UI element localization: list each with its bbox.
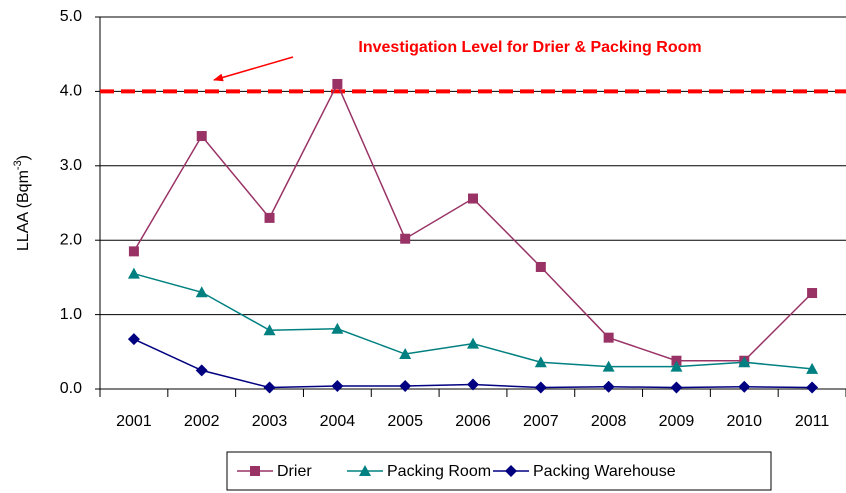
x-tick-label: 2005 <box>387 413 423 430</box>
y-axis-title-main: LLAA (Bqm <box>15 170 32 251</box>
data-point <box>399 348 412 360</box>
data-point <box>264 212 275 223</box>
y-axis-title-end: ) <box>15 155 32 160</box>
y-tick-label: 0.0 <box>60 380 82 397</box>
annotation-arrow <box>213 56 294 82</box>
data-point <box>468 193 478 204</box>
legend-label: Drier <box>277 463 312 480</box>
data-point <box>535 261 546 272</box>
data-point <box>332 78 343 89</box>
legend-marker <box>505 465 517 477</box>
y-tick-label: 2.0 <box>60 231 82 248</box>
data-point <box>738 380 751 393</box>
data-point <box>602 360 615 372</box>
x-tick-label: 2007 <box>523 413 559 430</box>
x-tick-label: 2001 <box>116 413 152 430</box>
data-point <box>603 332 614 343</box>
data-point <box>195 364 208 377</box>
y-axis-title-sup: -3 <box>12 160 24 170</box>
legend-label: Packing Room <box>387 463 491 480</box>
legend-marker <box>250 466 260 476</box>
data-point <box>806 362 819 374</box>
y-tick-label: 5.0 <box>60 8 82 25</box>
annotation: Investigation Level for Drier & Packing … <box>358 39 701 56</box>
data-point <box>195 286 208 298</box>
data-point <box>127 267 140 279</box>
data-point <box>331 380 344 393</box>
data-point <box>400 233 411 244</box>
y-tick-label: 4.0 <box>60 83 82 100</box>
data-point <box>602 380 615 393</box>
data-point <box>670 360 683 372</box>
legend-marker <box>359 465 371 476</box>
series-line <box>133 272 813 370</box>
data-point <box>331 322 344 334</box>
data-point <box>467 378 479 391</box>
data-point <box>534 381 547 394</box>
x-tick-label: 2006 <box>455 413 491 430</box>
legend-label: Packing Warehouse <box>533 463 676 480</box>
series-line <box>133 82 813 362</box>
data-point <box>534 356 547 368</box>
y-tick-label: 1.0 <box>60 306 82 323</box>
data-point <box>670 381 683 394</box>
x-tick-label: 2003 <box>252 413 288 430</box>
data-point <box>263 381 276 394</box>
data-point <box>806 381 819 394</box>
x-tick-label: 2011 <box>795 413 830 430</box>
x-tick-label: 2008 <box>591 413 627 430</box>
y-tick-label: 3.0 <box>60 157 82 174</box>
x-tick-label: 2009 <box>659 413 695 430</box>
data-point <box>467 337 479 349</box>
x-tick-label: 2004 <box>320 413 356 430</box>
x-tick-label: 2002 <box>184 413 220 430</box>
data-point <box>128 246 139 257</box>
data-point <box>196 131 207 142</box>
data-point <box>263 324 276 336</box>
y-axis-title: LLAA (Bqm-3) <box>12 155 32 251</box>
data-point <box>399 380 412 393</box>
data-point <box>127 333 140 346</box>
x-tick-label: 2010 <box>726 413 762 430</box>
data-point <box>738 356 751 368</box>
data-point <box>807 288 818 299</box>
